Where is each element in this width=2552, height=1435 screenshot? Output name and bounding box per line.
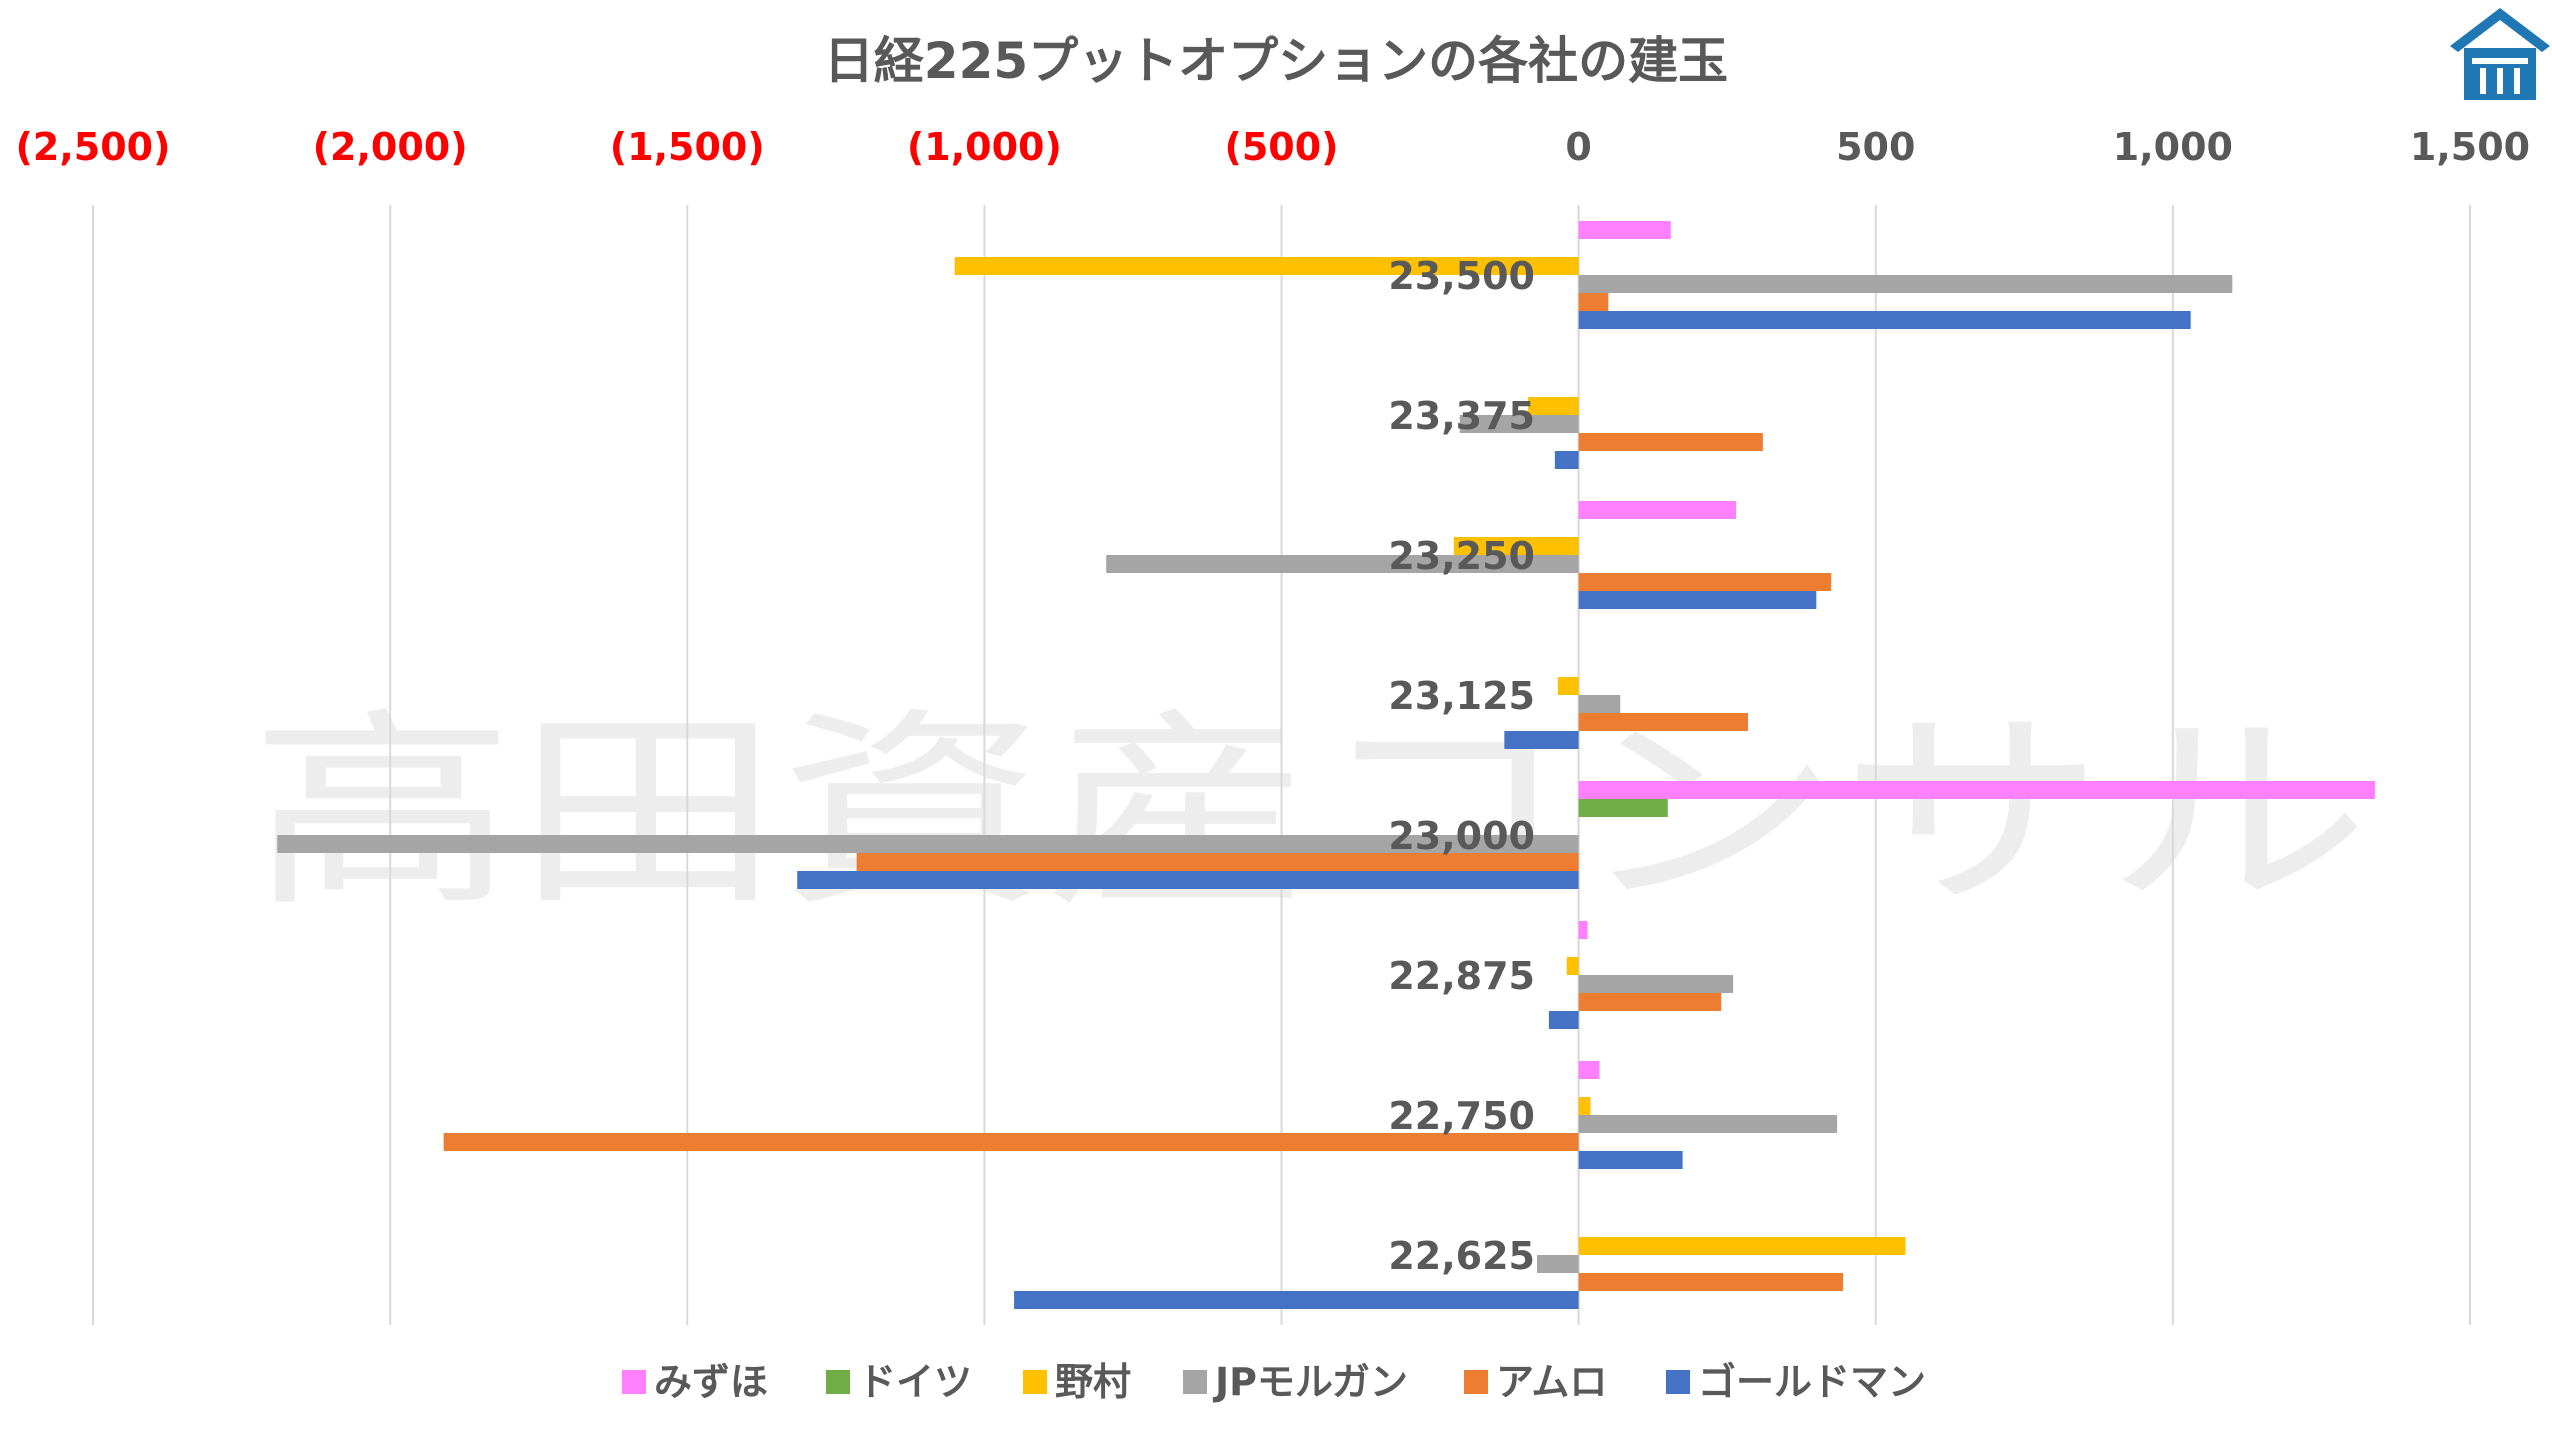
bar [1106,555,1579,573]
bar [1459,415,1579,433]
bar [1578,293,1609,311]
legend-label: 野村 [1055,1360,1131,1404]
x-tick-label: (1,000) [907,125,1062,169]
house-logo-icon [2450,8,2550,100]
x-axis-ticks: (2,500) (2,000) (1,500) (1,000) (500) 0 500 1,0… [16,125,2531,169]
bar [1578,1273,1844,1291]
x-tick-label: 0 [1565,125,1591,169]
legend-swatch [1183,1370,1207,1394]
category-label: 23,125 [1388,674,1535,718]
category-label: 23,500 [1388,254,1535,298]
legend-swatch [826,1370,850,1394]
bar [1578,799,1668,817]
bar [1578,1061,1600,1079]
legend-label: ゴールドマン [1698,1360,1926,1404]
bar [1504,731,1579,749]
bar [1578,1115,1838,1133]
bar [1578,433,1763,451]
bar [443,1133,1579,1151]
legend-label: みずほ [654,1360,768,1404]
x-tick-label: (1,500) [610,125,765,169]
bar [1554,451,1579,469]
x-tick-label: 1,000 [2113,125,2233,169]
bars [277,221,2375,1309]
bar [1578,573,1832,591]
category-label: 22,625 [1388,1234,1535,1278]
bar [1453,537,1579,555]
bar [1578,501,1737,519]
x-tick-label: 500 [1836,125,1915,169]
legend-swatch [1666,1370,1690,1394]
category-label: 23,375 [1388,394,1535,438]
bar [1578,311,2191,329]
category-label: 23,000 [1388,814,1535,858]
legend-label: JPモルガン [1212,1360,1408,1404]
category-label: 22,875 [1388,954,1535,998]
bar [1557,677,1579,695]
x-tick-label: 1,500 [2410,125,2530,169]
bar [1578,781,2375,799]
bar [1014,1291,1579,1309]
bar [1578,1151,1683,1169]
x-tick-label: (2,000) [313,125,468,169]
bar [954,257,1579,275]
legend-label: ドイツ [858,1360,972,1404]
bar [1578,275,2233,293]
legend-label: アムロ [1496,1360,1607,1404]
chart-title: 日経225プットオプションの各社の建玉 [824,32,1728,90]
category-labels: 23,500 23,375 23,250 23,125 23,000 22,875 22,7… [1388,254,1535,1278]
bar [1578,993,1722,1011]
bar [1578,713,1748,731]
bar [1578,221,1671,239]
bar [1578,695,1621,713]
bar [1528,397,1579,415]
x-tick-label: (500) [1224,125,1338,169]
legend-swatch [622,1370,646,1394]
bar [1578,1237,1906,1255]
category-label: 23,250 [1388,534,1535,578]
legend-swatch [1023,1370,1047,1394]
x-tick-label: (2,500) [16,125,171,169]
bar [1548,1011,1579,1029]
bar [1566,957,1579,975]
bar [1578,591,1817,609]
legend-swatch [1464,1370,1488,1394]
bar [797,871,1579,889]
bar [1578,921,1588,939]
legend: みずほ ドイツ 野村 JPモルガン アムロ ゴールドマン [622,1360,1926,1404]
bar [277,835,1579,853]
bar [856,853,1579,871]
category-label: 22,750 [1388,1094,1535,1138]
bar [1578,975,1734,993]
watermark: 高田資産コンサル [250,690,2370,935]
bar [1578,1097,1591,1115]
bar [1537,1255,1579,1273]
